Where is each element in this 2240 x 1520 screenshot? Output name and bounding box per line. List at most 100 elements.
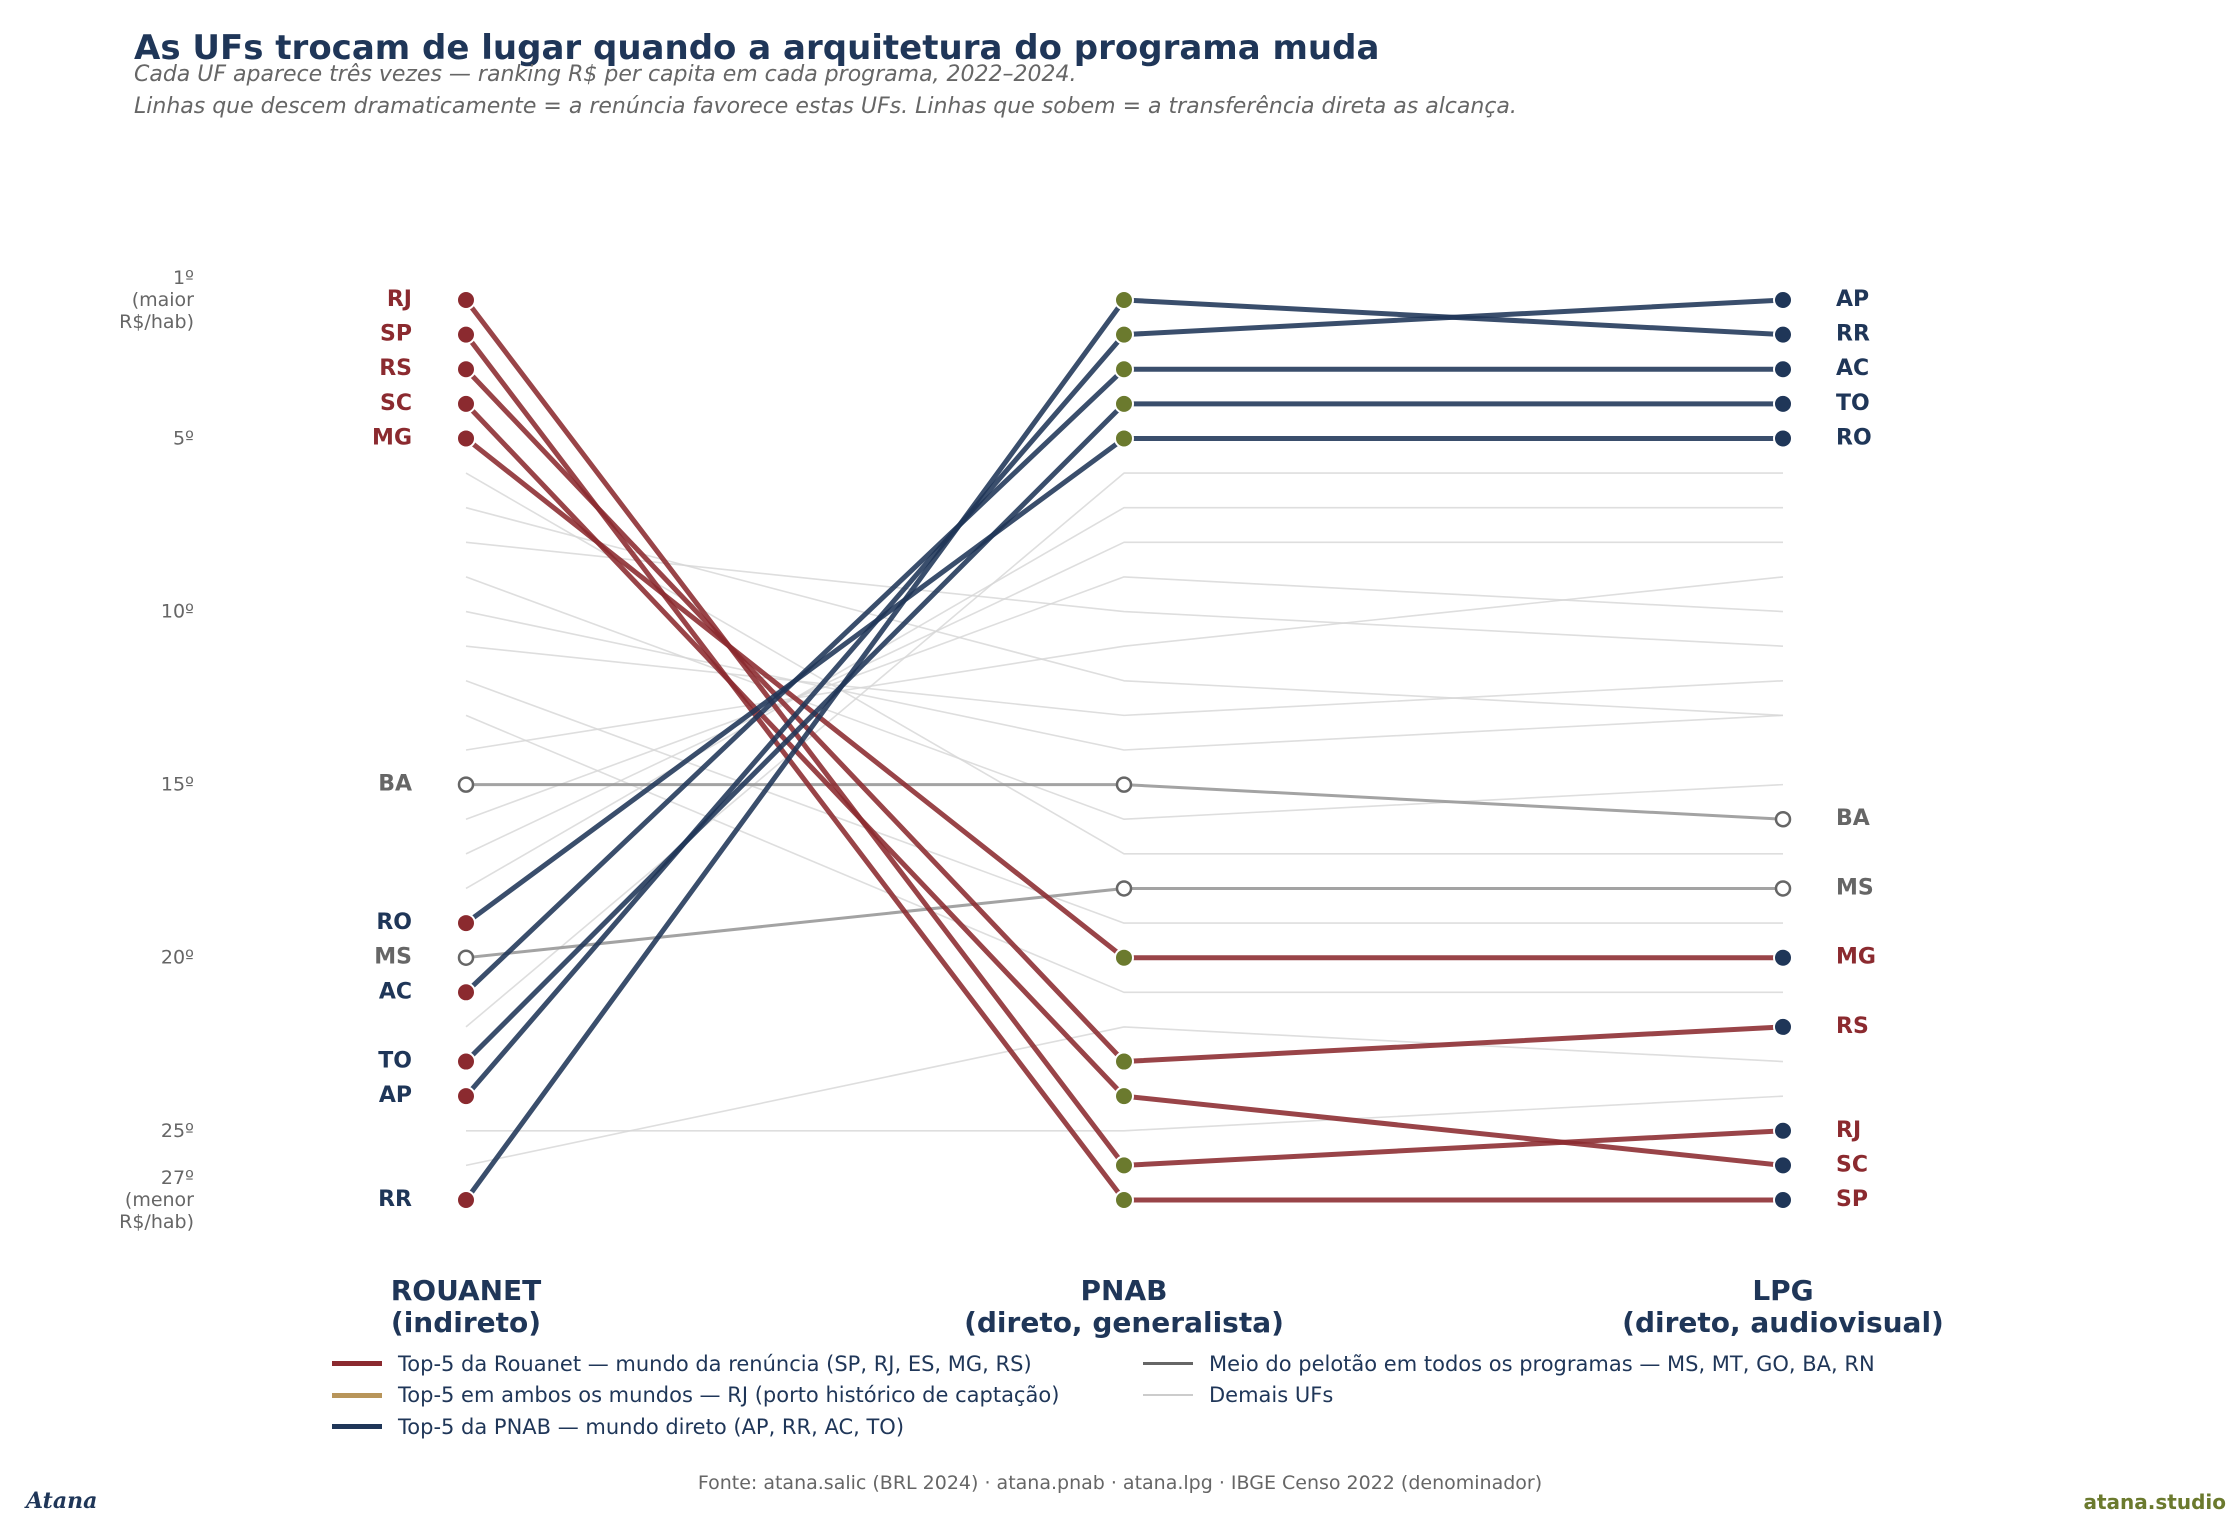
series-point-mg <box>456 428 476 449</box>
series-point-rr <box>456 1190 476 1210</box>
series-label-mg: MG <box>1836 945 1876 970</box>
series-point-mg <box>1773 947 1793 968</box>
series-point-rj <box>456 290 476 310</box>
series-label-sp: SP <box>380 322 412 347</box>
chart-subtitle-2: Linhas que descem dramaticamente = a ren… <box>134 94 1517 119</box>
rank-tick-label: 15º <box>161 773 194 795</box>
series-point-ms <box>457 949 475 966</box>
series-label-rj: RJ <box>1836 1118 1861 1143</box>
legend-label-rouanet: Top-5 da Rouanet — mundo da renúncia (SP… <box>398 1351 1032 1376</box>
series-label-ap: AP <box>379 1083 412 1108</box>
series-point-ap <box>1114 324 1134 345</box>
series-point-sp <box>456 324 476 345</box>
rank-tick-label: 20º <box>161 946 194 968</box>
series-point-rs <box>1773 1016 1793 1037</box>
legend-swatch-meio <box>1143 1362 1193 1366</box>
series-point-rj <box>1114 1155 1134 1176</box>
series-line-other <box>465 645 1784 717</box>
series-point-to <box>1773 393 1793 414</box>
column-title-line-1: PNAB <box>1081 1274 1168 1307</box>
series-line-other <box>465 541 1784 647</box>
series-label-ms: MS <box>374 945 412 970</box>
chart-title: As UFs trocam de lugar quando a arquitet… <box>134 28 1380 68</box>
legend-item-rouanet: Top-5 da Rouanet — mundo da renúncia (SP… <box>332 1348 1059 1380</box>
series-line-ap <box>464 297 1784 1098</box>
series-line-other <box>465 541 1783 855</box>
series-point-rs <box>1114 1051 1134 1072</box>
series-line-other <box>465 714 1783 994</box>
series-point-ro <box>1114 428 1134 449</box>
series-point-ba <box>1774 810 1792 828</box>
legend-swatch-demais <box>1143 1394 1193 1397</box>
series-point-rs <box>456 359 476 380</box>
series-label-ms: MS <box>1836 875 1874 900</box>
series-labels: RJ RJ SP SP RS RS SC SC MG MG RO RO AC AC TO TO AP AP RR RR… <box>372 287 1876 1212</box>
series-point-ms <box>1115 880 1133 897</box>
rank-tick-label: 10º <box>161 600 194 622</box>
series-point-to <box>456 1051 476 1072</box>
series-point-sc <box>1114 1086 1134 1107</box>
series-point-rj <box>1773 1120 1793 1141</box>
legend-swatch-rouanet <box>332 1361 382 1367</box>
series-line-other <box>466 1095 1784 1132</box>
series-label-ro: RO <box>376 910 412 935</box>
rank-tick-label: 1º (maior R$/hab) <box>119 267 194 333</box>
series-point-sc <box>456 393 476 414</box>
rank-tick-label: 25º <box>161 1119 194 1141</box>
legend-label-pnab: Top-5 da PNAB — mundo direto (AP, RR, AC… <box>398 1414 905 1439</box>
legend-item-pnab: Top-5 da PNAB — mundo direto (AP, RR, AC… <box>332 1411 1059 1443</box>
series-label-ac: AC <box>379 979 412 1004</box>
column-title-line-2: (direto, generalista) <box>964 1306 1284 1339</box>
series-label-rs: RS <box>1836 1014 1869 1039</box>
series-line-other <box>465 506 1783 890</box>
legend-item-meio: Meio do pelotão em todos os programas — … <box>1143 1348 1875 1380</box>
series-point-ms <box>1774 880 1792 897</box>
legend-left: Top-5 da Rouanet — mundo da renúncia (SP… <box>332 1348 1059 1443</box>
series-point-ro <box>456 913 476 934</box>
legend-swatch-ambos <box>332 1392 382 1398</box>
legend-label-meio: Meio do pelotão em todos os programas — … <box>1209 1351 1875 1376</box>
column-titles: ROUANET(indireto) PNAB(direto, generalist… <box>391 1274 1944 1339</box>
series-label-to: TO <box>1836 391 1870 416</box>
series-point-ro <box>1773 428 1793 449</box>
source-note: Fonte: atana.salic (BRL 2024) · atana.pn… <box>697 1472 1543 1494</box>
brand-logo-atana: Atana <box>26 1488 98 1514</box>
series-line-other <box>465 472 1783 855</box>
column-title-line-2: (direto, audiovisual) <box>1622 1306 1944 1339</box>
series-point-mg <box>1114 947 1134 968</box>
series-point-sp <box>1114 1190 1134 1210</box>
rank-axis: 1º (maior R$/hab) 5º 10º 15º 20º 25º 27º (menor R$… <box>119 267 194 1233</box>
legend-item-demais: Demais UFs <box>1143 1380 1875 1412</box>
series-label-rj: RJ <box>387 287 412 312</box>
series-point-ba <box>457 776 475 793</box>
series-point-ba <box>1115 776 1133 793</box>
column-title-line-1: LPG <box>1752 1274 1813 1307</box>
series-label-ba: BA <box>1836 806 1870 831</box>
series-line-other <box>465 1026 1784 1167</box>
series-label-ro: RO <box>1836 425 1872 450</box>
series-line-other <box>465 576 1784 820</box>
series-label-to: TO <box>378 1049 412 1074</box>
series-point-ac <box>1773 359 1793 380</box>
series-point-sp <box>1773 1190 1793 1210</box>
column-title-line-1: ROUANET <box>391 1274 542 1307</box>
series-point-rr <box>1114 290 1134 310</box>
series-label-sp: SP <box>1836 1187 1868 1212</box>
slope-chart: 1º (maior R$/hab) 5º 10º 15º 20º 25º 27º (menor R$… <box>119 267 1944 1340</box>
series-line-mg <box>464 436 1783 961</box>
brand-url: atana.studio <box>2083 1490 2227 1514</box>
series-point-ac <box>456 982 476 1003</box>
legend-label-demais: Demais UFs <box>1209 1383 1334 1408</box>
series-label-mg: MG <box>372 425 412 450</box>
series-label-ac: AC <box>1836 356 1869 381</box>
series-point-to <box>1114 393 1134 414</box>
legend-item-ambos: Top-5 em ambos os mundos — RJ (porto his… <box>332 1380 1059 1412</box>
column-title-line-2: (indireto) <box>391 1306 541 1339</box>
series-point-rr <box>1773 324 1793 345</box>
legend-label-ambos: Top-5 em ambos os mundos — RJ (porto his… <box>398 1383 1060 1408</box>
series-point-ap <box>1773 290 1793 310</box>
legend-swatch-pnab <box>332 1424 382 1430</box>
series-line-other <box>465 576 1784 751</box>
series-label-rr: RR <box>378 1187 412 1212</box>
series-point-sc <box>1773 1155 1793 1176</box>
